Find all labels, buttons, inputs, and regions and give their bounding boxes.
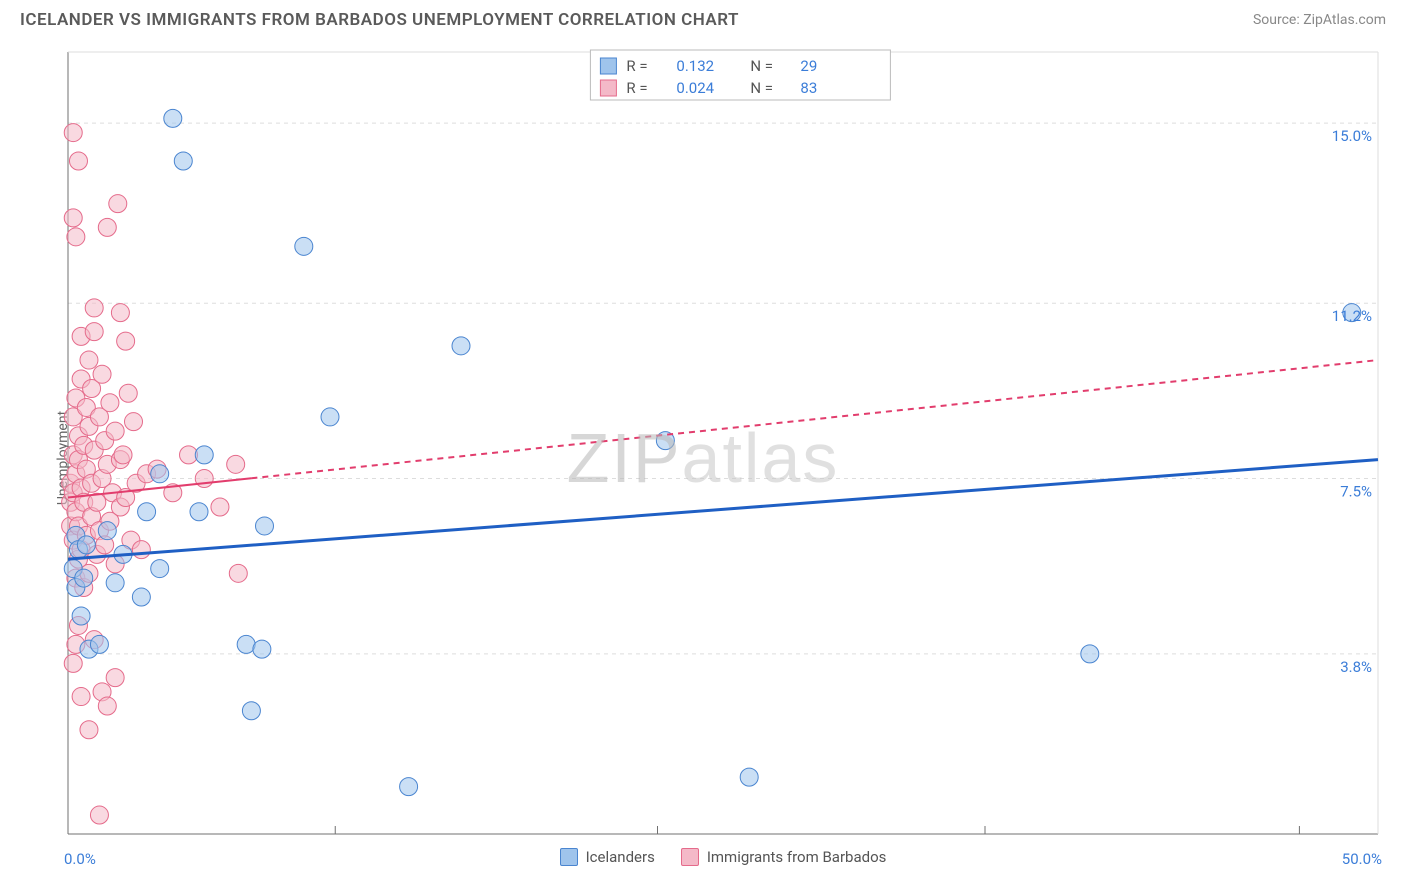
data-point bbox=[109, 195, 127, 213]
data-point bbox=[321, 408, 339, 426]
data-point bbox=[67, 228, 85, 246]
data-point bbox=[75, 569, 93, 587]
legend-n-label: N = bbox=[750, 57, 773, 75]
data-point bbox=[452, 337, 470, 355]
data-point bbox=[151, 465, 169, 483]
data-point bbox=[111, 304, 129, 322]
legend-r-label: R = bbox=[626, 57, 647, 75]
legend-item: Immigrants from Barbados bbox=[681, 848, 887, 866]
y-tick-label: 15.0% bbox=[1332, 127, 1372, 145]
data-point bbox=[90, 635, 108, 653]
chart-source: Source: ZipAtlas.com bbox=[1253, 12, 1386, 28]
data-point bbox=[132, 588, 150, 606]
legend-r-label: R = bbox=[626, 79, 647, 97]
data-point bbox=[114, 446, 132, 464]
data-point bbox=[85, 323, 103, 341]
trend-line bbox=[251, 360, 1378, 478]
data-point bbox=[400, 778, 418, 796]
data-point bbox=[90, 806, 108, 824]
x-axis-min: 0.0% bbox=[64, 850, 96, 868]
data-point bbox=[98, 218, 116, 236]
bottom-legend: Icelanders Immigrants from Barbados bbox=[560, 848, 887, 866]
data-point bbox=[98, 697, 116, 715]
x-axis-max: 50.0% bbox=[1342, 850, 1382, 868]
data-point bbox=[211, 498, 229, 516]
data-point bbox=[85, 299, 103, 317]
data-point bbox=[98, 522, 116, 540]
data-point bbox=[237, 635, 255, 653]
data-point bbox=[106, 574, 124, 592]
data-point bbox=[256, 517, 274, 535]
data-point bbox=[72, 688, 90, 706]
data-point bbox=[138, 503, 156, 521]
legend-swatch bbox=[600, 58, 616, 74]
data-point bbox=[125, 413, 143, 431]
data-point bbox=[72, 607, 90, 625]
chart-area: Unemployment 3.8%7.5%11.2%15.0% R =0.132… bbox=[20, 44, 1386, 872]
data-point bbox=[101, 394, 119, 412]
legend-label: Immigrants from Barbados bbox=[707, 848, 887, 866]
data-point bbox=[227, 455, 245, 473]
data-point bbox=[64, 654, 82, 672]
data-point bbox=[80, 351, 98, 369]
y-tick-label: 11.2% bbox=[1332, 307, 1372, 325]
data-point bbox=[64, 124, 82, 142]
scatter-plot: 3.8% 7.5% 11.2% 15.0% R = 0.132 N = 29 R = 0.024… bbox=[60, 44, 1386, 842]
y-tick-label: 3.8% bbox=[1340, 658, 1372, 676]
legend-n-label: N = bbox=[750, 79, 773, 97]
data-point bbox=[64, 209, 82, 227]
data-point bbox=[295, 237, 313, 255]
data-point bbox=[253, 640, 271, 658]
data-point bbox=[119, 384, 137, 402]
data-point bbox=[229, 564, 247, 582]
data-point bbox=[740, 768, 758, 786]
data-point bbox=[80, 721, 98, 739]
data-point bbox=[190, 503, 208, 521]
trend-line bbox=[68, 460, 1378, 560]
legend-n-value: 83 bbox=[800, 79, 817, 97]
data-point bbox=[242, 702, 260, 720]
chart-title: ICELANDER VS IMMIGRANTS FROM BARBADOS UN… bbox=[20, 10, 739, 30]
data-point bbox=[174, 152, 192, 170]
data-point bbox=[77, 536, 95, 554]
data-point bbox=[195, 446, 213, 464]
legend-item: Icelanders bbox=[560, 848, 655, 866]
legend-r-value: 0.024 bbox=[676, 79, 714, 97]
legend-swatch bbox=[681, 848, 699, 866]
data-point bbox=[117, 332, 135, 350]
legend-swatch bbox=[600, 80, 616, 96]
legend-r-value: 0.132 bbox=[676, 57, 714, 75]
data-point bbox=[151, 560, 169, 578]
data-point bbox=[106, 669, 124, 687]
legend-label: Icelanders bbox=[586, 848, 655, 866]
y-tick-label: 7.5% bbox=[1340, 483, 1372, 501]
data-point bbox=[132, 541, 150, 559]
data-point bbox=[93, 365, 111, 383]
data-point bbox=[69, 152, 87, 170]
data-point bbox=[1081, 645, 1099, 663]
data-point bbox=[106, 422, 124, 440]
legend-n-value: 29 bbox=[800, 57, 817, 75]
data-point bbox=[164, 109, 182, 127]
legend-swatch bbox=[560, 848, 578, 866]
